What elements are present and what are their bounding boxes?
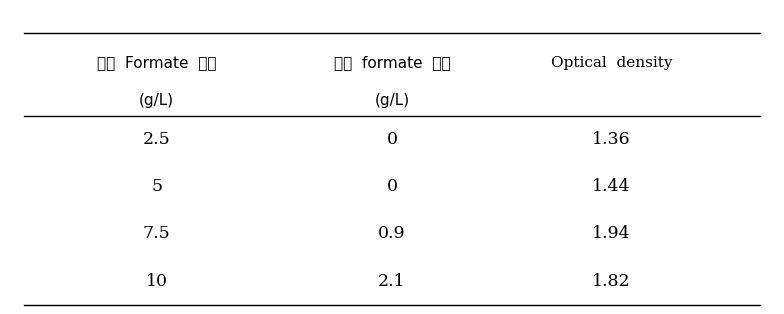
Text: 2.5: 2.5 bbox=[143, 131, 171, 148]
Text: 잔류  formate  농도: 잔류 formate 농도 bbox=[334, 55, 450, 70]
Text: 10: 10 bbox=[146, 273, 168, 290]
Text: (g/L): (g/L) bbox=[140, 93, 174, 108]
Text: 1.44: 1.44 bbox=[592, 178, 631, 195]
Text: 5: 5 bbox=[151, 178, 162, 195]
Text: 1.36: 1.36 bbox=[592, 131, 631, 148]
Text: 0.9: 0.9 bbox=[378, 225, 406, 242]
Text: Optical  density: Optical density bbox=[551, 56, 672, 70]
Text: 0: 0 bbox=[387, 131, 397, 148]
Text: 2.1: 2.1 bbox=[378, 273, 406, 290]
Text: (g/L): (g/L) bbox=[375, 93, 409, 108]
Text: 0: 0 bbox=[387, 178, 397, 195]
Text: 1.94: 1.94 bbox=[592, 225, 631, 242]
Text: 7.5: 7.5 bbox=[143, 225, 171, 242]
Text: 초기  Formate  농도: 초기 Formate 농도 bbox=[97, 55, 216, 70]
Text: 1.82: 1.82 bbox=[592, 273, 631, 290]
